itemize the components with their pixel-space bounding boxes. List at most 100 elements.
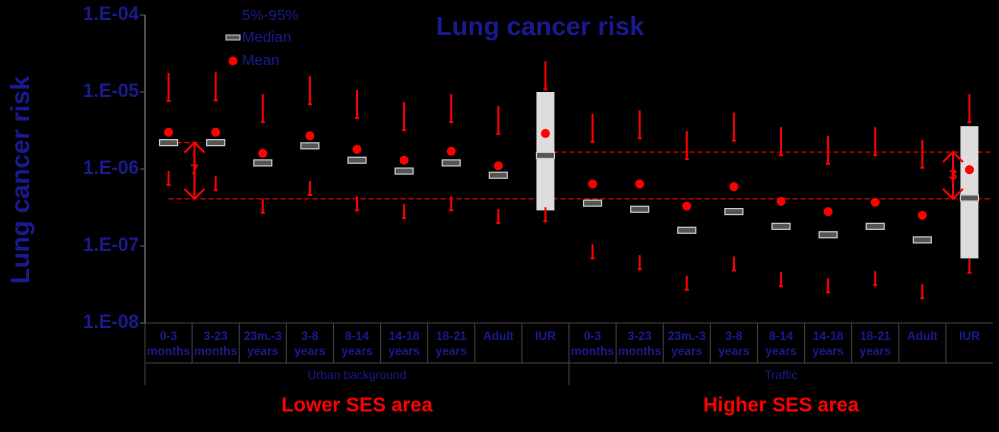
whisker-high: [496, 105, 501, 135]
x-tick-label: months: [194, 344, 238, 358]
whisker-high: [307, 76, 312, 106]
x-tick-label: IUR: [959, 329, 980, 343]
whisker-low: [684, 275, 689, 291]
mean-marker: [211, 127, 221, 137]
whisker-high: [213, 72, 218, 102]
x-tick-label: years: [765, 344, 797, 358]
whisker-high: [873, 127, 878, 157]
median-marker: [630, 205, 650, 213]
mean-marker: [823, 207, 833, 217]
annotation-arrow: [183, 141, 206, 201]
median-marker: [535, 151, 556, 160]
area-label: Higher SES area: [703, 394, 860, 416]
mean-marker: [258, 148, 268, 158]
median-marker: [300, 142, 320, 150]
median-marker: [959, 194, 980, 202]
median-marker: [253, 159, 273, 167]
whisker-low: [637, 255, 642, 271]
whisker-low: [166, 170, 171, 186]
y-tick-label: 1.E-05: [83, 81, 139, 102]
x-tick-label: months: [618, 344, 662, 358]
whisker-low: [826, 278, 831, 294]
median-marker: [818, 231, 838, 239]
x-tick-label: years: [341, 344, 373, 358]
median-marker: [677, 226, 697, 234]
whisker-high: [260, 94, 265, 124]
box: [536, 92, 555, 211]
whisker-high: [355, 90, 359, 120]
x-tick-label: 8-14: [345, 329, 369, 343]
x-tick-label: 23m.-3: [244, 329, 282, 343]
whisker-high: [920, 139, 925, 169]
group-label: Urban background: [308, 368, 407, 382]
mean-marker: [635, 179, 645, 189]
x-tick-label: years: [388, 344, 420, 358]
x-tick-label: 14-18: [389, 329, 420, 343]
mean-marker: [682, 201, 692, 211]
group-label: Traffic: [765, 368, 798, 382]
x-tick-label: 18-21: [436, 329, 467, 343]
x-tick-label: years: [718, 344, 750, 358]
whisker-high: [590, 113, 595, 143]
y-tick-label: 1.E-08: [83, 312, 139, 333]
legend-median: [225, 34, 241, 41]
chart-title: Lung cancer risk: [436, 11, 645, 41]
whisker-low: [496, 208, 501, 224]
whisker-low: [307, 180, 312, 196]
x-tick-label: 14-18: [813, 329, 844, 343]
median-marker: [724, 207, 744, 216]
whisker-high: [543, 61, 548, 91]
mean-marker: [964, 165, 974, 175]
whisker-high: [637, 110, 642, 140]
annotation-label: 3: [949, 166, 957, 183]
whisker-high: [826, 135, 831, 165]
mean-marker: [352, 144, 362, 154]
whisker-low: [449, 196, 454, 212]
x-tick-label: months: [571, 344, 615, 358]
whisker-high: [684, 131, 689, 161]
area-label: Lower SES area: [281, 394, 433, 416]
mean-marker: [588, 179, 598, 189]
y-tick-label: 1.E-04: [83, 4, 139, 25]
x-tick-label: years: [247, 344, 279, 358]
x-tick-label: 8-14: [769, 329, 793, 343]
y-axis-label: Lung cancer risk: [5, 75, 35, 284]
x-tick-label: 3-23: [204, 329, 228, 343]
whisker-low: [731, 256, 736, 272]
x-tick-label: 0-3: [160, 329, 178, 343]
box: [960, 126, 979, 259]
x-tick-label: years: [671, 344, 703, 358]
median-marker: [582, 199, 603, 207]
y-tick-label: 1.E-07: [83, 235, 139, 256]
median-marker: [394, 167, 414, 175]
annotation-label: 7: [190, 162, 198, 179]
x-tick-label: 0-3: [584, 329, 602, 343]
x-tick-label: 3-8: [301, 329, 319, 343]
x-tick-label: IUR: [535, 329, 556, 343]
whisker-low: [779, 272, 783, 288]
whisker-high: [779, 127, 783, 157]
median-marker: [347, 156, 367, 164]
mean-marker: [164, 127, 174, 137]
mean-marker: [917, 210, 927, 220]
mean-marker: [729, 182, 739, 192]
median-marker: [206, 139, 226, 147]
legend-label: 5%-95%: [242, 7, 299, 24]
mean-marker: [870, 197, 880, 207]
whisker-low: [920, 284, 925, 300]
whisker-low: [402, 204, 407, 220]
x-tick-label: 3-8: [725, 329, 743, 343]
whisker-high: [967, 94, 972, 124]
legend-label: Median: [242, 29, 291, 46]
x-tick-label: Adult: [907, 329, 938, 343]
x-tick-label: years: [294, 344, 326, 358]
median-marker: [441, 159, 461, 167]
x-tick-label: years: [812, 344, 844, 358]
mean-marker: [493, 161, 503, 171]
x-tick-label: 23m.-3: [668, 329, 706, 343]
legend-label: Mean: [242, 52, 280, 69]
whisker-low: [543, 207, 548, 223]
mean-marker: [305, 131, 315, 141]
whisker-low: [590, 244, 595, 260]
